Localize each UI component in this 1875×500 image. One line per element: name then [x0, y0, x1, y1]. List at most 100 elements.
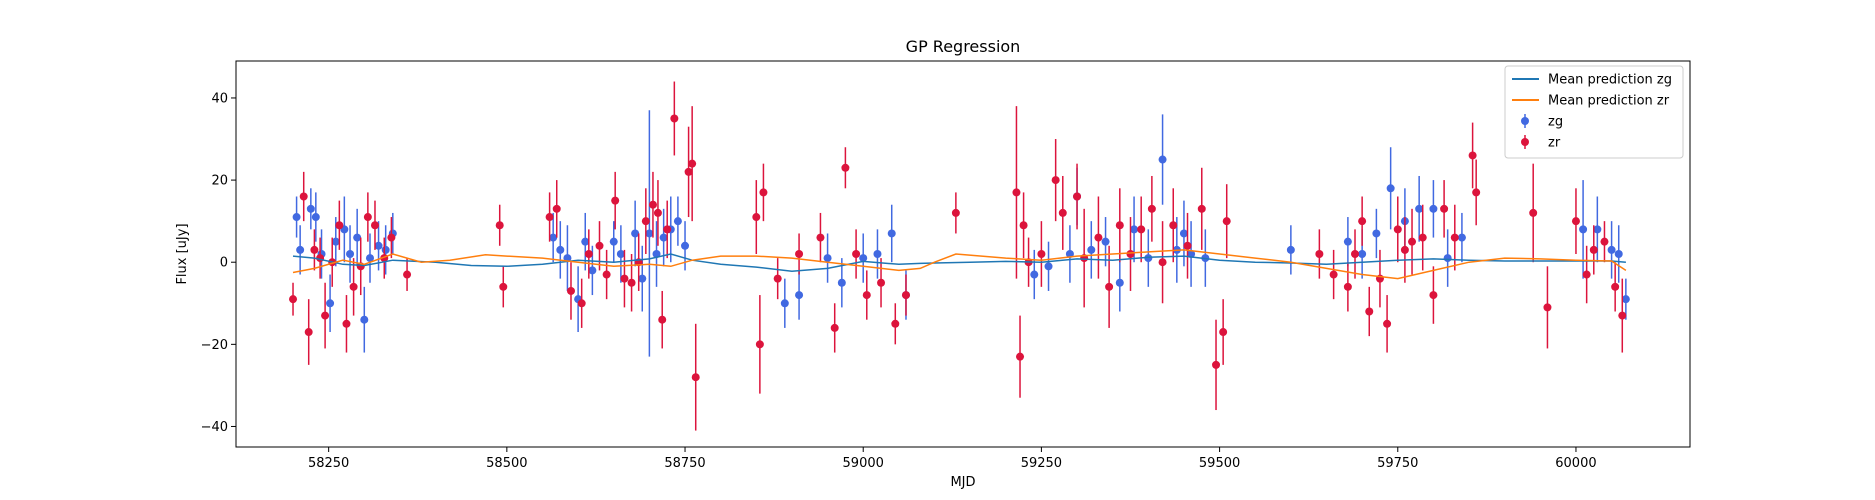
- point-zg: [609, 237, 618, 246]
- point-zr: [1051, 176, 1060, 185]
- line-mean-prediction-zr: [292, 249, 1627, 280]
- point-zr: [684, 167, 693, 176]
- point-zg: [374, 241, 383, 250]
- point-zr: [1115, 221, 1124, 230]
- point-zr: [1529, 208, 1538, 217]
- point-zr: [584, 250, 593, 258]
- point-zr: [648, 200, 657, 209]
- point-zr: [342, 319, 351, 328]
- point-zr: [1016, 352, 1025, 361]
- point-zg: [360, 315, 369, 324]
- point-zr: [1212, 360, 1221, 369]
- point-zr: [1543, 303, 1552, 312]
- line-mean-prediction-zg: [292, 253, 1626, 272]
- point-zr: [499, 282, 508, 291]
- point-zr: [1094, 233, 1103, 242]
- point-zg: [1286, 245, 1295, 254]
- point-zg: [549, 233, 558, 242]
- point-zg: [1130, 225, 1139, 234]
- x-tick-label: 59750: [1377, 456, 1418, 471]
- point-zg: [1614, 250, 1623, 258]
- point-zr: [1393, 225, 1402, 234]
- point-zr: [1383, 319, 1392, 328]
- point-zr: [1169, 221, 1178, 230]
- point-zr: [595, 241, 604, 250]
- point-zr: [289, 295, 298, 304]
- point-zr: [1019, 221, 1028, 230]
- point-zr: [370, 221, 379, 230]
- point-zg: [1044, 262, 1053, 271]
- point-zr: [1126, 250, 1135, 258]
- legend-label: zg: [1548, 115, 1563, 130]
- point-zr: [773, 274, 782, 283]
- x-tick-label: 60000: [1555, 456, 1596, 471]
- point-zr: [577, 299, 586, 308]
- y-tick-label: 40: [211, 91, 228, 106]
- legend-label: zr: [1548, 136, 1561, 151]
- point-zr: [1418, 233, 1427, 242]
- point-zr: [688, 159, 697, 168]
- point-zr: [1365, 307, 1374, 316]
- point-zr: [627, 278, 636, 287]
- point-zr: [363, 213, 372, 222]
- point-zr: [611, 196, 620, 205]
- x-axis-label: MJD: [950, 475, 975, 490]
- point-zr: [1315, 250, 1324, 258]
- point-zg: [365, 254, 374, 263]
- point-zg: [859, 254, 868, 263]
- chart-title: GP Regression: [906, 37, 1021, 56]
- series-zg-errorbars: [292, 110, 1630, 357]
- point-zg: [1179, 229, 1188, 238]
- point-zr: [795, 250, 804, 258]
- point-zg: [1443, 254, 1452, 263]
- point-zg: [326, 299, 335, 308]
- point-zr: [1611, 282, 1620, 291]
- point-zg: [311, 213, 320, 222]
- point-zr: [830, 323, 839, 332]
- point-zg: [1343, 237, 1352, 246]
- point-zg: [638, 274, 647, 283]
- point-zr: [321, 311, 330, 320]
- legend-label: Mean prediction zr: [1548, 94, 1670, 109]
- point-zr: [641, 217, 650, 226]
- x-tick-label: 58750: [664, 456, 705, 471]
- point-zg: [795, 291, 804, 300]
- point-zg: [780, 299, 789, 308]
- point-zr: [1589, 245, 1598, 254]
- point-zr: [670, 114, 679, 123]
- x-axis: 58250 58500 58750 59000 59250 59500 59750 60000: [308, 447, 1597, 471]
- point-zr: [891, 319, 900, 328]
- point-zg: [681, 241, 690, 250]
- point-zr: [566, 286, 575, 295]
- point-zg: [1621, 295, 1630, 304]
- point-zr: [620, 274, 629, 283]
- point-zr: [1440, 204, 1449, 213]
- point-zr: [1408, 237, 1417, 246]
- point-zg: [1115, 278, 1124, 287]
- point-zr: [403, 270, 412, 279]
- point-zg: [1030, 270, 1039, 279]
- point-zg: [1593, 225, 1602, 234]
- point-zr: [663, 225, 672, 234]
- point-zr: [1105, 282, 1114, 291]
- point-zr: [1450, 233, 1459, 242]
- point-zr: [951, 208, 960, 217]
- point-zr: [1400, 245, 1409, 254]
- legend: Mean prediction zg Mean prediction zr zg zr: [1504, 65, 1684, 159]
- point-zr: [1219, 328, 1228, 337]
- point-zr: [759, 188, 768, 197]
- point-zr: [387, 233, 396, 242]
- point-zr: [1012, 188, 1021, 197]
- point-zr: [299, 192, 308, 201]
- point-zg: [1158, 155, 1167, 164]
- point-zr: [495, 221, 504, 230]
- y-tick-label: −20: [201, 338, 228, 353]
- point-zg: [837, 278, 846, 287]
- point-zr: [862, 291, 871, 300]
- point-zr: [1037, 250, 1046, 258]
- point-zg: [346, 250, 355, 258]
- point-zg: [823, 254, 832, 263]
- point-zg: [1087, 245, 1096, 254]
- point-zr: [1358, 217, 1367, 226]
- point-zg: [631, 229, 640, 238]
